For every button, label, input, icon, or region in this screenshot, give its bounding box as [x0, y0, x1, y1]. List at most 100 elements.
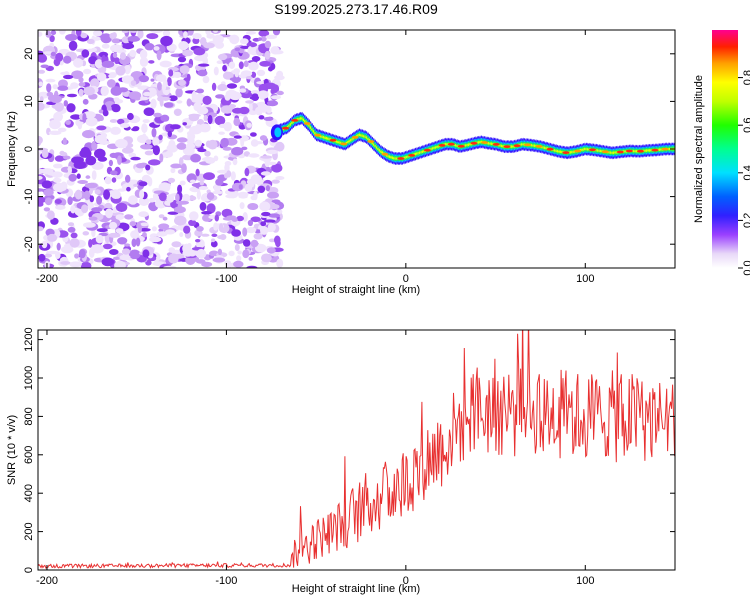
- noise-blob: [52, 84, 58, 90]
- noise-blob: [74, 189, 83, 200]
- noise-blob: [196, 88, 205, 94]
- noise-blob: [272, 30, 281, 36]
- noise-blob: [205, 30, 211, 36]
- noise-blob: [207, 139, 218, 150]
- noise-blob: [137, 223, 142, 234]
- noise-blob: [84, 182, 98, 189]
- noise-blob: [91, 140, 98, 151]
- noise-blob: [212, 190, 224, 195]
- noise-blob: [73, 58, 84, 68]
- noise-blob: [217, 83, 228, 92]
- y-tick-label: 800: [23, 407, 35, 425]
- noise-blob: [108, 159, 113, 167]
- colorbar: 0.0 0.2 0.4 0.6 0.8 Normalized spectral ampl…: [693, 30, 750, 276]
- noise-blob: [135, 237, 141, 247]
- y-tick-label: 20: [23, 48, 35, 60]
- noise-blob: [189, 252, 196, 257]
- noise-blob: [52, 177, 62, 183]
- noise-blob: [175, 87, 183, 98]
- noise-blob: [102, 243, 113, 250]
- noise-blob: [113, 190, 122, 199]
- noise-blob: [202, 56, 209, 66]
- snr-frame: [37, 329, 676, 571]
- noise-blob: [48, 130, 62, 135]
- noise-blob: [270, 46, 280, 55]
- noise-blob: [143, 91, 152, 97]
- noise-blob: [112, 52, 118, 58]
- noise-blob: [248, 256, 253, 261]
- noise-blob: [182, 122, 187, 126]
- noise-blob: [232, 158, 238, 166]
- noise-blob: [214, 214, 219, 222]
- noise-blob: [218, 131, 225, 135]
- colorbar-label: Normalized spectral amplitude: [693, 75, 705, 223]
- noise-blob: [153, 46, 160, 51]
- noise-blob: [91, 207, 103, 213]
- noise-blob: [192, 33, 202, 40]
- noise-blob: [111, 177, 117, 183]
- noise-blob: [186, 73, 191, 82]
- x-tick-label: -200: [36, 273, 58, 285]
- noise-blob: [140, 144, 153, 150]
- noise-blob: [126, 186, 131, 192]
- noise-blob: [258, 115, 265, 120]
- noise-blob: [172, 254, 185, 259]
- noise-blob: [109, 152, 118, 158]
- signal-peak: [329, 138, 337, 142]
- noise-blob: [115, 66, 126, 76]
- noise-blob: [80, 261, 92, 268]
- noise-blob: [89, 195, 95, 203]
- noise-blob: [177, 201, 182, 212]
- noise-blob: [75, 30, 82, 37]
- noise-blob: [126, 112, 134, 121]
- noise-blob: [83, 68, 92, 75]
- noise-blob: [245, 100, 254, 104]
- noise-blob: [168, 69, 174, 77]
- noise-blob: [95, 234, 104, 244]
- noise-blob: [78, 77, 84, 83]
- noise-blob: [176, 100, 183, 104]
- signal-peak: [457, 144, 465, 148]
- noise-blob: [198, 186, 209, 190]
- noise-blob: [144, 150, 154, 156]
- y-tick-label: 200: [23, 522, 35, 540]
- noise-blob: [264, 50, 271, 60]
- noise-blob: [82, 231, 90, 236]
- signal-peak: [351, 136, 359, 139]
- signal-ridge-segment: [349, 138, 352, 142]
- noise-blob: [41, 149, 49, 158]
- noise-blob: [256, 69, 266, 77]
- noise-blob: [222, 146, 232, 151]
- noise-blob: [231, 229, 242, 237]
- noise-blob: [50, 217, 59, 225]
- noise-blob: [251, 56, 261, 62]
- noise-blob: [82, 98, 89, 105]
- noise-blob: [275, 141, 285, 152]
- noise-blob: [101, 43, 110, 49]
- noise-blob: [232, 107, 244, 114]
- noise-blob: [276, 70, 284, 79]
- signal-ridge-segment: [378, 149, 381, 152]
- signal-ridge-segment: [499, 144, 502, 147]
- noise-blob: [115, 228, 124, 234]
- noise-blob: [189, 179, 196, 184]
- noise-blob: [71, 156, 84, 164]
- noise-blob: [267, 222, 276, 232]
- signal-ridge-segment: [357, 134, 360, 137]
- noise-blob: [246, 265, 258, 268]
- noise-blob: [217, 248, 222, 255]
- signal-ridge-segment: [648, 149, 651, 152]
- noise-blob: [70, 82, 79, 89]
- noise-blob: [236, 255, 242, 262]
- noise-blob: [120, 123, 130, 128]
- noise-blob: [81, 204, 89, 214]
- signal-ridge-segment: [361, 134, 364, 138]
- noise-blob: [168, 139, 176, 150]
- noise-blob: [150, 30, 163, 33]
- noise-blob: [63, 74, 74, 80]
- signal-peak: [397, 157, 405, 160]
- noise-blob: [121, 75, 134, 84]
- noise-blob: [160, 114, 170, 122]
- noise-blob: [90, 78, 100, 89]
